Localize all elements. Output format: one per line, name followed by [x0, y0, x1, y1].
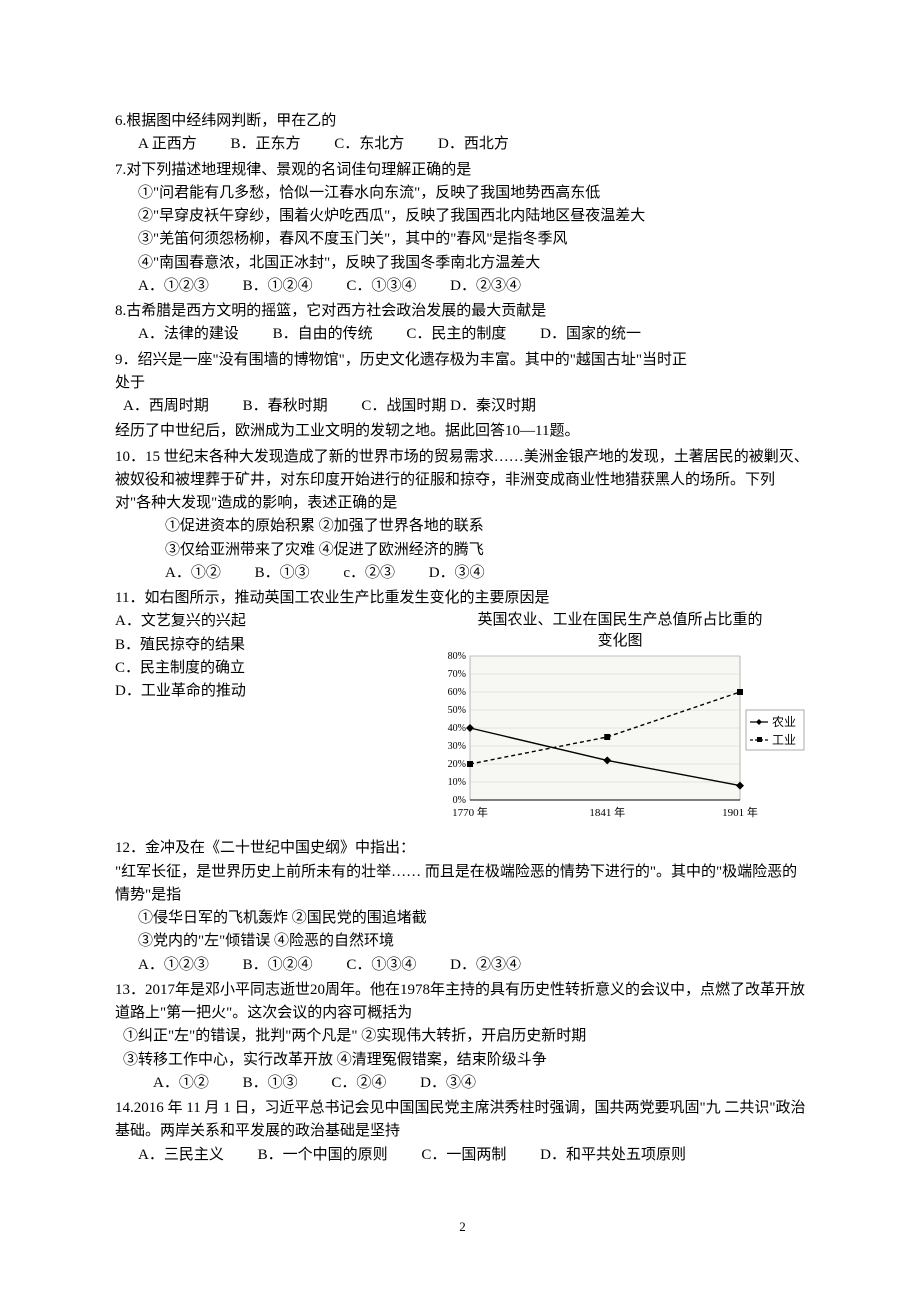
item-12: ①促进资本的原始积累 ②加强了世界各地的联系 [115, 515, 810, 538]
svg-text:80%: 80% [448, 652, 466, 662]
options: A．①② B．①③ C．②④ D．③④ [115, 1072, 810, 1095]
options: A．法律的建设 B．自由的传统 C．民主的制度 D．国家的统一 [115, 323, 810, 346]
stem-line-1: 12．金冲及在《二十世纪中国史纲》中指出： [115, 837, 810, 860]
option-b: B．春秋时期 [243, 398, 328, 414]
question-11: 11．如右图所示，推动英国工农业生产比重发生变化的主要原因是 英国农业、工业在国… [115, 587, 810, 835]
option-b: B．①③ [243, 1075, 298, 1091]
option-a: A．西周时期 [123, 398, 209, 414]
option-a: A．①② [153, 1075, 209, 1091]
option-d: D．国家的统一 [540, 326, 641, 342]
svg-text:10%: 10% [448, 777, 466, 788]
svg-text:工业: 工业 [772, 733, 796, 747]
option-d: D．②③④ [450, 957, 521, 973]
option-a: A．法律的建设 [138, 326, 239, 342]
svg-text:30%: 30% [448, 741, 466, 752]
item-3: ③"羌笛何须怨杨柳，春风不度玉门关"，其中的"春风"是指冬季风 [115, 228, 810, 251]
option-c: C．①③④ [346, 957, 416, 973]
options: A 正西方 B．正东方 C．东北方 D．西北方 [115, 133, 810, 156]
item-1: ①"问君能有几多愁，恰似一江春水向东流"，反映了我国地势西高东低 [115, 182, 810, 205]
svg-text:50%: 50% [448, 705, 466, 716]
svg-text:20%: 20% [448, 759, 466, 770]
option-c: C．①③④ [346, 278, 416, 294]
chart-title-line-1: 英国农业、工业在国民生产总值所占比重的 [430, 610, 810, 631]
stem: 6.根据图中经纬网判断，甲在乙的 [115, 110, 810, 133]
question-7: 7.对下列描述地理规律、景观的名词佳句理解正确的是 ①"问君能有几多愁，恰似一江… [115, 159, 810, 299]
stem-line-1: 9．绍兴是一座"没有围墙的博物馆"，历史文化遗存极为丰富。其中的"越国古址"当时… [115, 349, 810, 372]
option-a: A．①② [165, 565, 221, 581]
option-d: D．③④ [429, 565, 485, 581]
options: A．①② B．①③ c．②③ D．③④ [115, 562, 810, 585]
option-c: C．②④ [331, 1075, 386, 1091]
option-b: B．①②④ [243, 278, 313, 294]
svg-text:1841 年: 1841 年 [589, 805, 625, 819]
item-34: ③党内的"左"倾错误 ④险恶的自然环境 [115, 930, 810, 953]
option-c: C．东北方 [334, 136, 404, 152]
stem: 10．15 世纪末各种大发现造成了新的世界市场的贸易需求……美洲金银产地的发现，… [115, 446, 810, 516]
option-a: A．①②③ [138, 957, 209, 973]
stem: 8.古希腊是西方文明的摇篮，它对西方社会政治发展的最大贡献是 [115, 300, 810, 323]
option-b: B．①②④ [243, 957, 313, 973]
option-b: B．一个中国的原则 [258, 1147, 388, 1163]
option-d: D．西北方 [438, 136, 509, 152]
chart-plot: 80% 70% 60% 50% 40% 30% 20% 10% 0%1770 年 1841 年 19… [430, 652, 810, 827]
option-d: D．②③④ [450, 278, 521, 294]
option-a: A 正西方 [138, 136, 197, 152]
svg-text:农业: 农业 [772, 715, 796, 729]
svg-text:60%: 60% [448, 687, 466, 698]
question-13: 13．2017年是邓小平同志逝世20周年。他在1978年主持的具有历史性转折意义… [115, 979, 810, 1095]
option-cd: C．战国时期 D．秦汉时期 [361, 398, 536, 414]
option-b: B．自由的传统 [273, 326, 373, 342]
stem: 7.对下列描述地理规律、景观的名词佳句理解正确的是 [115, 159, 810, 182]
option-a: A．三民主义 [138, 1147, 224, 1163]
question-9: 9．绍兴是一座"没有围墙的博物馆"，历史文化遗存极为丰富。其中的"越国古址"当时… [115, 349, 810, 419]
stem: 13．2017年是邓小平同志逝世20周年。他在1978年主持的具有历史性转折意义… [115, 979, 810, 1026]
svg-text:1770 年: 1770 年 [452, 805, 488, 819]
context-10-11: 经历了中世纪后，欧洲成为工业文明的发轫之地。据此回答10—11题。 [115, 420, 810, 443]
options: A．①②③ B．①②④ C．①③④ D．②③④ [115, 954, 810, 977]
stem-line-2: 处于 [115, 372, 810, 395]
svg-text:1901 年: 1901 年 [722, 805, 758, 819]
stem: 11．如右图所示，推动英国工农业生产比重发生变化的主要原因是 [115, 587, 810, 610]
option-b: B．正东方 [231, 136, 301, 152]
page-number: 2 [115, 1217, 810, 1237]
item-34: ③仅给亚洲带来了灾难 ④促进了欧洲经济的腾飞 [115, 539, 810, 562]
stem: 14.2016 年 11 月 1 日，习近平总书记会见中国国民党主席洪秀柱时强调… [115, 1097, 810, 1144]
option-c: C．民主的制度 [406, 326, 506, 342]
item-4: ④"南国春意浓，北国正冰封"，反映了我国冬季南北方温差大 [115, 252, 810, 275]
option-c: c．②③ [343, 565, 395, 581]
option-d: D．和平共处五项原则 [540, 1147, 686, 1163]
options: A．三民主义 B．一个中国的原则 C．一国两制 D．和平共处五项原则 [115, 1144, 810, 1167]
question-12: 12．金冲及在《二十世纪中国史纲》中指出： "红军长征，是世界历史上前所未有的壮… [115, 837, 810, 977]
option-d: D．③④ [420, 1075, 476, 1091]
question-8: 8.古希腊是西方文明的摇篮，它对西方社会政治发展的最大贡献是 A．法律的建设 B… [115, 300, 810, 347]
option-c: C．一国两制 [421, 1147, 506, 1163]
q11-chart: 英国农业、工业在国民生产总值所占比重的 变化图 80% 70% 60% 50% 40% 3… [430, 610, 810, 827]
options: A．①②③ B．①②④ C．①③④ D．②③④ [115, 275, 810, 298]
option-a: A．①②③ [138, 278, 209, 294]
svg-text:70%: 70% [448, 669, 466, 680]
svg-text:0%: 0% [453, 795, 466, 806]
options: A．西周时期 B．春秋时期 C．战国时期 D．秦汉时期 [115, 395, 810, 418]
question-14: 14.2016 年 11 月 1 日，习近平总书记会见中国国民党主席洪秀柱时强调… [115, 1097, 810, 1167]
question-10: 10．15 世纪末各种大发现造成了新的世界市场的贸易需求……美洲金银产地的发现，… [115, 446, 810, 586]
item-12: ①纠正"左"的错误，批判"两个凡是" ②实现伟大转折，开启历史新时期 [115, 1025, 810, 1048]
option-b: B．①③ [255, 565, 310, 581]
item-34: ③转移工作中心，实行改革开放 ④清理冤假错案，结束阶级斗争 [115, 1049, 810, 1072]
question-6: 6.根据图中经纬网判断，甲在乙的 A 正西方 B．正东方 C．东北方 D．西北方 [115, 110, 810, 157]
stem-line-2: "红军长征，是世界历史上前所未有的壮举…… 而且是在极端险恶的情势下进行的"。其… [115, 861, 810, 908]
chart-title-line-2: 变化图 [430, 631, 810, 652]
svg-text:40%: 40% [448, 723, 466, 734]
item-12: ①侵华日军的飞机轰炸 ②国民党的围追堵截 [115, 907, 810, 930]
item-2: ②"早穿皮袄午穿纱，围着火炉吃西瓜"，反映了我国西北内陆地区昼夜温差大 [115, 205, 810, 228]
